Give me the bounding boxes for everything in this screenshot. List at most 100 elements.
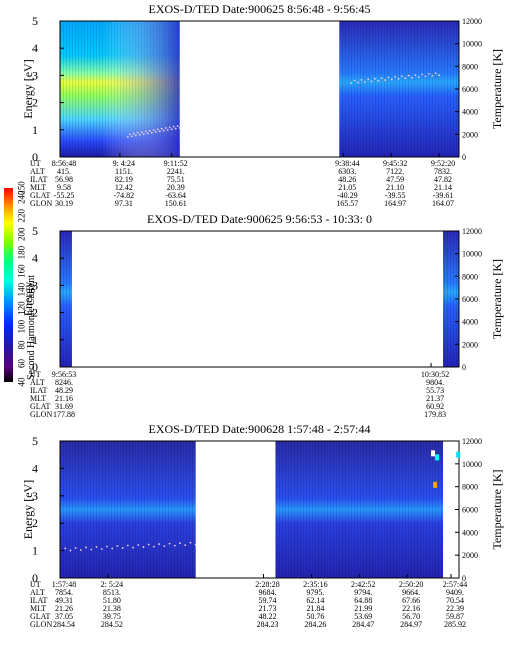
y2-tick-label: 4000 [462, 318, 478, 327]
temperature-point [421, 73, 424, 76]
orbit-value: 284.26 [304, 620, 326, 629]
y2-tick-label: 0 [462, 574, 466, 583]
temperature-point [158, 130, 161, 133]
orbit-value: 9.58 [57, 183, 71, 192]
temperature-point [85, 546, 87, 549]
orbit-value: 55.73 [426, 386, 444, 395]
orbit-value: 9795. [306, 588, 324, 597]
orbit-row-label: MLT [30, 394, 46, 403]
y-tick-label: 0 [32, 571, 38, 585]
orbit-value: 10:30:52 [421, 370, 449, 379]
y-tick-label: 3 [32, 489, 38, 503]
y2-tick-label: 12000 [462, 227, 482, 236]
orbit-value: 8:56:48 [52, 159, 76, 168]
temperature-point [374, 77, 376, 80]
orbit-row-label: GLON [30, 620, 52, 629]
temperature-point [168, 542, 171, 545]
orbit-value: 20.39 [167, 183, 185, 192]
orbit-row-label: ILAT [30, 386, 47, 395]
orbit-value: 284.23 [256, 620, 278, 629]
temperature-point [370, 80, 373, 83]
temperature-point [74, 547, 77, 549]
y-tick-label: 3 [32, 68, 38, 82]
panel-2: EXOS-D/TED Date:900625 9:56:53 - 10:33: … [21, 212, 504, 419]
temperature-point [163, 545, 166, 548]
orbit-value: 150.61 [165, 199, 187, 208]
orbit-row-label: GLAT [30, 612, 51, 621]
orbit-value: 62.14 [306, 596, 324, 605]
temperature-point [142, 133, 145, 136]
heatmap-block [275, 441, 444, 578]
colorbar-tick-label: 120 [16, 301, 26, 315]
temperature-point [152, 129, 155, 132]
temperature-point [431, 74, 434, 77]
orbit-value: 8246. [55, 378, 73, 387]
temperature-point [132, 132, 135, 135]
heatmap-block [60, 231, 72, 367]
heatmap-stripe [275, 441, 444, 578]
orbit-value: 47.59 [386, 175, 404, 184]
orbit-value: 7832. [434, 167, 452, 176]
orbit-value: 51.80 [103, 596, 121, 605]
y-tick-label: 0 [32, 360, 38, 374]
y2-tick-label: 10000 [462, 460, 482, 469]
orbit-value: 48.29 [55, 386, 73, 395]
temperature-point [179, 542, 181, 545]
temperature-point [116, 545, 119, 547]
orbit-value: 67.66 [402, 596, 420, 605]
temperature-point [434, 72, 437, 75]
heatmap-stripe [339, 21, 459, 157]
orbit-value: 284.97 [400, 620, 422, 629]
orbit-value: 22.39 [446, 604, 464, 613]
orbit-value: 21.16 [55, 394, 73, 403]
temperature-point [380, 77, 383, 79]
colorbar-tick-label: 240 [16, 190, 26, 204]
orbit-value: 9:45:32 [383, 159, 407, 168]
colorbar-tick-label: 40 [16, 377, 26, 387]
orbit-value: 7122. [386, 167, 404, 176]
heatmap-stripe [60, 231, 72, 367]
orbit-value: 49.31 [55, 596, 73, 605]
temperature-point [438, 74, 440, 77]
temperature-point [404, 77, 407, 80]
temperature-point [397, 77, 400, 80]
orbit-value: -74.82 [114, 191, 135, 200]
y-tick-label: 5 [32, 14, 38, 28]
orbit-value: 9:11:52 [164, 159, 188, 168]
heatmap-block [443, 231, 459, 367]
colorbar-label: Second Harmonic Current [26, 275, 37, 380]
temperature-point [106, 545, 108, 548]
orbit-value: 284.54 [53, 620, 75, 629]
y2-tick-label: 6000 [462, 295, 478, 304]
orbit-value: 164.97 [384, 199, 406, 208]
orbit-row-label: ALT [30, 588, 45, 597]
chart-title: EXOS-D/TED Date:900628 1:57:48 - 2:57:44 [149, 422, 371, 436]
colorbar-tick-label: 140 [16, 282, 26, 296]
heatmap-spot [456, 451, 461, 458]
temperature-point [147, 543, 150, 546]
colorbar-tick-label: 250 [16, 181, 26, 195]
orbit-value: 30.19 [55, 199, 73, 208]
plot-frame [59, 230, 460, 368]
temperature-point [100, 548, 103, 550]
orbit-value: 56.98 [55, 175, 73, 184]
orbit-value: 2:50:20 [399, 580, 423, 589]
orbit-value: 60.92 [426, 402, 444, 411]
y2-tick-label: 4000 [462, 528, 478, 537]
y-axis-label: Energy [21, 282, 35, 316]
temperature-point [387, 76, 390, 79]
colorbar-tick-label: 160 [16, 264, 26, 278]
temperature-point [194, 543, 197, 546]
temperature-point [173, 544, 176, 547]
orbit-value: -63.64 [165, 191, 186, 200]
y2-tick-label: 12000 [462, 437, 482, 446]
temperature-point [156, 128, 159, 131]
orbit-value: 179.83 [424, 410, 446, 419]
y2-tick-label: 0 [462, 153, 466, 162]
temperature-point [111, 547, 114, 550]
temperature-point [162, 129, 165, 132]
orbit-value: 177.88 [53, 410, 75, 419]
orbit-value: -39.55 [385, 191, 406, 200]
